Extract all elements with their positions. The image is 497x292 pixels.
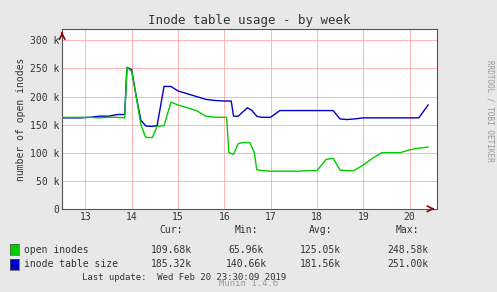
Text: 140.66k: 140.66k <box>226 259 266 269</box>
Text: Last update:  Wed Feb 20 23:30:09 2019: Last update: Wed Feb 20 23:30:09 2019 <box>82 273 286 282</box>
Text: inode table size: inode table size <box>24 259 118 269</box>
Title: Inode table usage - by week: Inode table usage - by week <box>149 14 351 27</box>
Text: 248.58k: 248.58k <box>387 245 428 255</box>
Text: 185.32k: 185.32k <box>151 259 192 269</box>
Text: 109.68k: 109.68k <box>151 245 192 255</box>
Text: 251.00k: 251.00k <box>387 259 428 269</box>
Text: Cur:: Cur: <box>160 225 183 235</box>
Text: Min:: Min: <box>234 225 258 235</box>
Y-axis label: number of open inodes: number of open inodes <box>16 57 26 181</box>
Text: Avg:: Avg: <box>309 225 332 235</box>
Text: 125.05k: 125.05k <box>300 245 341 255</box>
Text: 65.96k: 65.96k <box>229 245 263 255</box>
Text: RRDTOOL / TOBI OETIKER: RRDTOOL / TOBI OETIKER <box>486 60 495 162</box>
Text: open inodes: open inodes <box>24 245 88 255</box>
Text: Munin 1.4.6: Munin 1.4.6 <box>219 279 278 288</box>
Text: 181.56k: 181.56k <box>300 259 341 269</box>
Text: Max:: Max: <box>396 225 419 235</box>
